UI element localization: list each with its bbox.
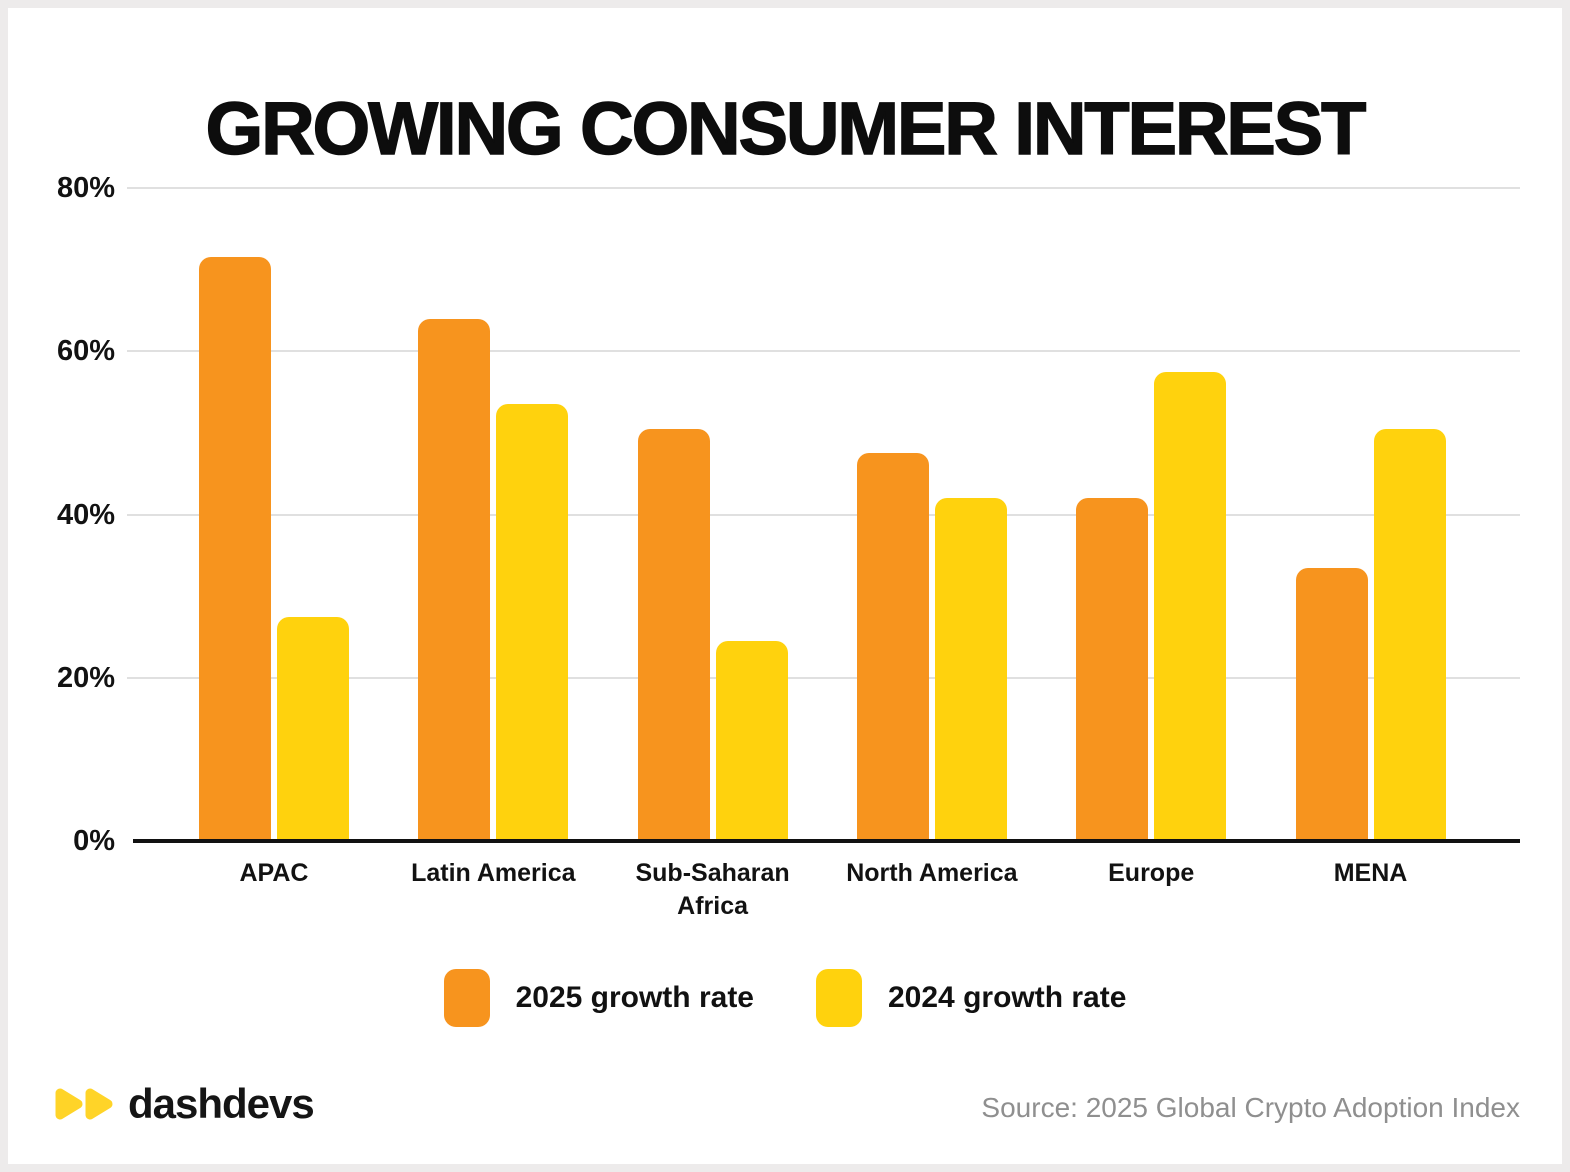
x-axis-line [133, 839, 1520, 843]
legend-item: 2025 growth rate [443, 969, 754, 1027]
y-axis-tick-label: 20% [56, 661, 115, 694]
y-axis-tick-label: 0% [73, 825, 115, 857]
bar-2025-mena [1295, 567, 1368, 841]
legend-swatch-icon [816, 969, 862, 1027]
bar-2025-sub-saharan-africa [637, 428, 710, 841]
x-axis-label: North America [846, 859, 1018, 887]
bar-2024-mena [1373, 428, 1446, 841]
bar-2024-north-america [934, 498, 1007, 841]
x-axis-label: Latin America [411, 859, 576, 887]
x-axis-label: Europe [1108, 859, 1195, 887]
bar-2025-apac [199, 257, 271, 841]
y-axis-tick-label: 40% [56, 498, 115, 531]
logo-text: dashdevs [128, 1080, 315, 1127]
bar-2025-north-america [856, 453, 929, 841]
bar-2024-latin-america [496, 404, 569, 841]
gridline-80 [127, 187, 1520, 189]
legend-item: 2024 growth rate [816, 969, 1126, 1027]
bar-2024-apac [277, 616, 349, 841]
legend-label: 2025 growth rate [515, 981, 754, 1014]
bar-2024-sub-saharan-africa [715, 641, 788, 841]
y-axis-tick-label: 60% [56, 335, 115, 368]
x-axis-label: APAC [239, 859, 309, 887]
legend-swatch-icon [443, 969, 490, 1027]
x-axis-label: MENA [1333, 859, 1408, 887]
gridline-60 [127, 350, 1520, 353]
logo: dashdevs [52, 1080, 315, 1128]
gridline-20 [127, 676, 1520, 679]
bar-2025-europe [1076, 498, 1149, 841]
chart-title: GROWING CONSUMER INTEREST [205, 86, 1367, 170]
legend-label: 2024 growth rate [888, 981, 1127, 1014]
double-play-icon [55, 1088, 113, 1120]
legend: 2025 growth rate 2024 growth rate [0, 968, 1570, 1028]
bar-2025-latin-america [418, 318, 491, 841]
source-caption: Source: 2025 Global Crypto Adoption Inde… [981, 1092, 1520, 1123]
y-axis-tick-label: 80% [56, 172, 115, 204]
x-axis-label: Sub-Saharan Africa [635, 859, 790, 920]
bar-2024-europe [1154, 371, 1227, 841]
gridline-40 [127, 513, 1520, 516]
